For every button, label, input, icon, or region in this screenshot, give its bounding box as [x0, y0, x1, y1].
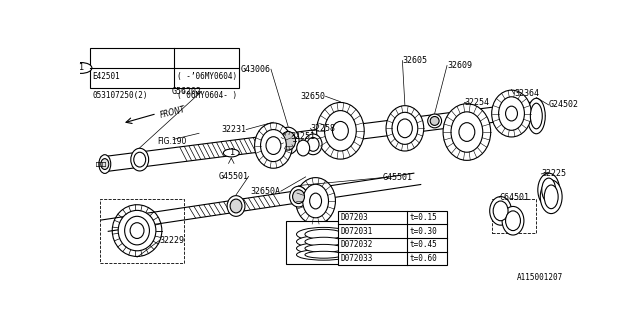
- Ellipse shape: [101, 159, 109, 170]
- Ellipse shape: [324, 111, 356, 151]
- Ellipse shape: [506, 106, 518, 121]
- Text: ( -’06MY0604): ( -’06MY0604): [177, 72, 237, 81]
- Ellipse shape: [397, 119, 412, 138]
- Ellipse shape: [430, 116, 439, 125]
- Text: G24502: G24502: [548, 100, 579, 109]
- Ellipse shape: [296, 228, 351, 241]
- Ellipse shape: [297, 140, 310, 156]
- Ellipse shape: [538, 173, 559, 207]
- Bar: [90, 48, 239, 88]
- Circle shape: [70, 62, 92, 73]
- Ellipse shape: [493, 201, 508, 221]
- Circle shape: [223, 149, 239, 157]
- Text: 053107250(2): 053107250(2): [92, 92, 148, 100]
- Text: D072032: D072032: [340, 240, 372, 249]
- Ellipse shape: [296, 243, 351, 254]
- Ellipse shape: [490, 196, 511, 225]
- Ellipse shape: [281, 132, 296, 150]
- Ellipse shape: [451, 112, 483, 152]
- Ellipse shape: [125, 216, 150, 245]
- Ellipse shape: [307, 138, 319, 151]
- Ellipse shape: [134, 152, 146, 167]
- Ellipse shape: [332, 121, 348, 140]
- Ellipse shape: [292, 190, 305, 204]
- Ellipse shape: [492, 90, 531, 137]
- Ellipse shape: [305, 251, 342, 258]
- Ellipse shape: [506, 211, 520, 231]
- Text: t=0.60: t=0.60: [410, 254, 438, 263]
- Text: G56202: G56202: [172, 87, 202, 96]
- Text: 32605: 32605: [403, 56, 428, 65]
- Ellipse shape: [131, 148, 148, 171]
- Ellipse shape: [305, 229, 342, 239]
- Ellipse shape: [304, 134, 322, 155]
- Text: 32650: 32650: [301, 92, 326, 101]
- Ellipse shape: [443, 104, 491, 160]
- Text: C64501: C64501: [499, 193, 529, 202]
- Text: FIG.190: FIG.190: [157, 137, 186, 146]
- Ellipse shape: [305, 244, 342, 252]
- Ellipse shape: [527, 98, 545, 134]
- Ellipse shape: [428, 114, 442, 128]
- Text: A115001207: A115001207: [516, 273, 563, 282]
- Ellipse shape: [130, 223, 144, 238]
- Text: 1: 1: [228, 148, 234, 157]
- Ellipse shape: [296, 178, 335, 224]
- Text: 32251: 32251: [291, 132, 316, 141]
- Ellipse shape: [540, 180, 562, 213]
- Text: (’06MY0604- ): (’06MY0604- ): [177, 92, 237, 100]
- Ellipse shape: [99, 155, 111, 173]
- Ellipse shape: [296, 249, 351, 260]
- Ellipse shape: [230, 199, 242, 213]
- Text: t=0.15: t=0.15: [410, 213, 438, 222]
- Text: E42501: E42501: [92, 72, 120, 81]
- Text: 32225: 32225: [541, 169, 566, 179]
- Text: t=0.30: t=0.30: [410, 227, 438, 236]
- Ellipse shape: [296, 235, 351, 248]
- Text: 32254: 32254: [465, 98, 490, 107]
- Ellipse shape: [227, 196, 245, 216]
- Ellipse shape: [317, 102, 364, 159]
- Text: t=0.45: t=0.45: [410, 240, 438, 249]
- Text: G45501: G45501: [383, 173, 413, 182]
- Ellipse shape: [303, 184, 328, 218]
- Bar: [338, 211, 447, 265]
- Text: 32609: 32609: [447, 61, 472, 70]
- Ellipse shape: [118, 210, 156, 251]
- Text: 1: 1: [78, 63, 84, 72]
- Ellipse shape: [290, 186, 307, 207]
- Text: FRONT: FRONT: [159, 105, 187, 120]
- Text: 32364: 32364: [514, 89, 539, 98]
- Text: D07203: D07203: [340, 213, 368, 222]
- Ellipse shape: [266, 137, 281, 155]
- Bar: [492, 198, 536, 233]
- Text: G43006: G43006: [241, 65, 271, 74]
- Ellipse shape: [542, 178, 556, 202]
- Text: D072033: D072033: [340, 254, 372, 263]
- Ellipse shape: [310, 193, 321, 209]
- Ellipse shape: [277, 127, 299, 154]
- Text: D072031: D072031: [340, 227, 372, 236]
- Ellipse shape: [255, 123, 292, 168]
- Bar: [286, 221, 370, 264]
- Ellipse shape: [260, 130, 286, 162]
- Ellipse shape: [305, 237, 342, 246]
- Text: 32231: 32231: [221, 125, 246, 134]
- Ellipse shape: [502, 206, 524, 235]
- Ellipse shape: [499, 97, 524, 130]
- Ellipse shape: [112, 205, 162, 256]
- Ellipse shape: [531, 103, 542, 129]
- Ellipse shape: [392, 112, 418, 144]
- Ellipse shape: [386, 106, 424, 151]
- Text: 32229: 32229: [159, 236, 184, 245]
- Text: 32258: 32258: [310, 124, 335, 133]
- Text: 32650A: 32650A: [251, 187, 281, 196]
- Ellipse shape: [544, 185, 558, 209]
- Ellipse shape: [459, 123, 475, 141]
- Text: G45501: G45501: [219, 172, 249, 181]
